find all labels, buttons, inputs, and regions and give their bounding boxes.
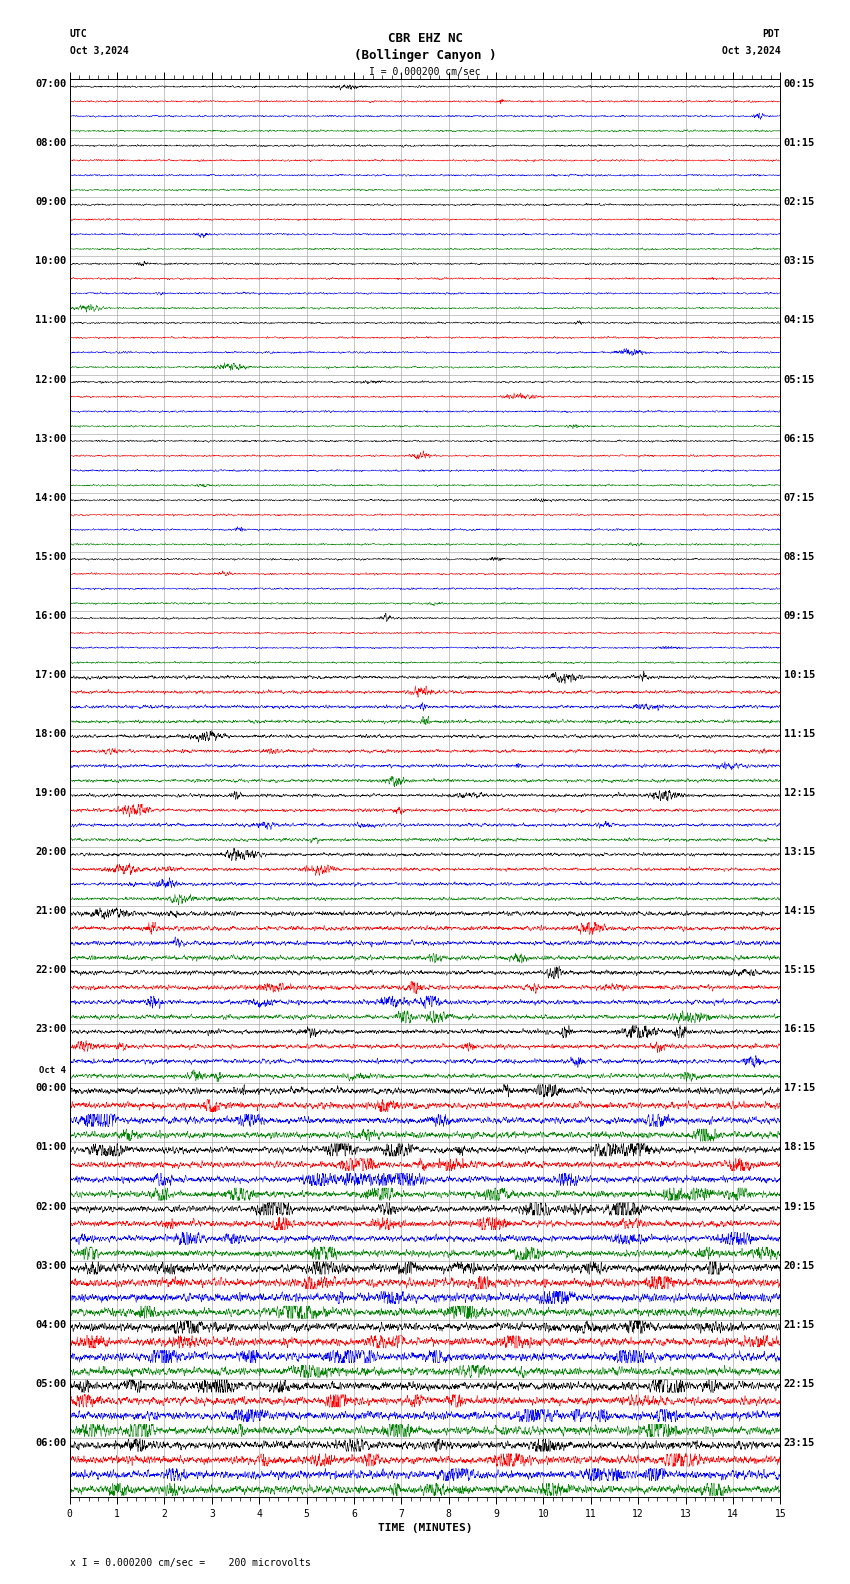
Text: 08:15: 08:15 [784, 551, 815, 562]
Text: UTC: UTC [70, 29, 88, 38]
Text: Oct 4: Oct 4 [39, 1066, 66, 1076]
Text: 20:15: 20:15 [784, 1261, 815, 1270]
Text: 01:15: 01:15 [784, 138, 815, 149]
Text: 22:15: 22:15 [784, 1378, 815, 1389]
X-axis label: TIME (MINUTES): TIME (MINUTES) [377, 1522, 473, 1533]
Text: 02:00: 02:00 [35, 1202, 66, 1212]
Text: 10:00: 10:00 [35, 257, 66, 266]
Text: 11:00: 11:00 [35, 315, 66, 325]
Text: 03:00: 03:00 [35, 1261, 66, 1270]
Text: 10:15: 10:15 [784, 670, 815, 680]
Text: 09:15: 09:15 [784, 611, 815, 621]
Text: 02:15: 02:15 [784, 198, 815, 208]
Text: 17:00: 17:00 [35, 670, 66, 680]
Text: 21:00: 21:00 [35, 906, 66, 916]
Text: CBR EHZ NC: CBR EHZ NC [388, 32, 462, 44]
Text: Oct 3,2024: Oct 3,2024 [70, 46, 128, 55]
Text: 18:15: 18:15 [784, 1142, 815, 1153]
Text: 12:00: 12:00 [35, 374, 66, 385]
Text: 05:00: 05:00 [35, 1378, 66, 1389]
Text: 16:00: 16:00 [35, 611, 66, 621]
Text: 07:00: 07:00 [35, 79, 66, 89]
Text: 19:15: 19:15 [784, 1202, 815, 1212]
Text: 23:00: 23:00 [35, 1025, 66, 1034]
Text: 09:00: 09:00 [35, 198, 66, 208]
Text: 13:00: 13:00 [35, 434, 66, 444]
Text: PDT: PDT [762, 29, 780, 38]
Text: 22:00: 22:00 [35, 965, 66, 976]
Text: 05:15: 05:15 [784, 374, 815, 385]
Text: 04:00: 04:00 [35, 1319, 66, 1329]
Text: 23:15: 23:15 [784, 1438, 815, 1448]
Text: 01:00: 01:00 [35, 1142, 66, 1153]
Text: 18:00: 18:00 [35, 729, 66, 740]
Text: 15:00: 15:00 [35, 551, 66, 562]
Text: 03:15: 03:15 [784, 257, 815, 266]
Text: 06:15: 06:15 [784, 434, 815, 444]
Text: 00:15: 00:15 [784, 79, 815, 89]
Text: 07:15: 07:15 [784, 493, 815, 502]
Text: 21:15: 21:15 [784, 1319, 815, 1329]
Text: Oct 3,2024: Oct 3,2024 [722, 46, 780, 55]
Text: 14:00: 14:00 [35, 493, 66, 502]
Text: 04:15: 04:15 [784, 315, 815, 325]
Text: 06:00: 06:00 [35, 1438, 66, 1448]
Text: 12:15: 12:15 [784, 789, 815, 798]
Text: x I = 0.000200 cm/sec =    200 microvolts: x I = 0.000200 cm/sec = 200 microvolts [70, 1559, 310, 1568]
Text: I = 0.000200 cm/sec: I = 0.000200 cm/sec [369, 67, 481, 76]
Text: 20:00: 20:00 [35, 847, 66, 857]
Text: 08:00: 08:00 [35, 138, 66, 149]
Text: 11:15: 11:15 [784, 729, 815, 740]
Text: 14:15: 14:15 [784, 906, 815, 916]
Text: 00:00: 00:00 [35, 1083, 66, 1093]
Text: (Bollinger Canyon ): (Bollinger Canyon ) [354, 49, 496, 62]
Text: 17:15: 17:15 [784, 1083, 815, 1093]
Text: 16:15: 16:15 [784, 1025, 815, 1034]
Text: 15:15: 15:15 [784, 965, 815, 976]
Text: 13:15: 13:15 [784, 847, 815, 857]
Text: 19:00: 19:00 [35, 789, 66, 798]
